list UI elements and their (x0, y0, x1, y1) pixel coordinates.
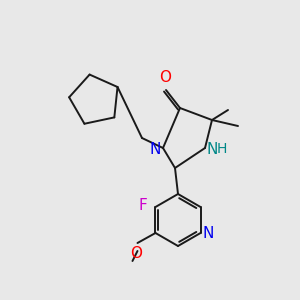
Text: N: N (206, 142, 218, 157)
Text: H: H (217, 142, 227, 156)
Text: F: F (139, 199, 148, 214)
Text: O: O (130, 246, 142, 261)
Text: N: N (150, 142, 161, 157)
Text: O: O (159, 70, 171, 85)
Text: N: N (202, 226, 214, 242)
